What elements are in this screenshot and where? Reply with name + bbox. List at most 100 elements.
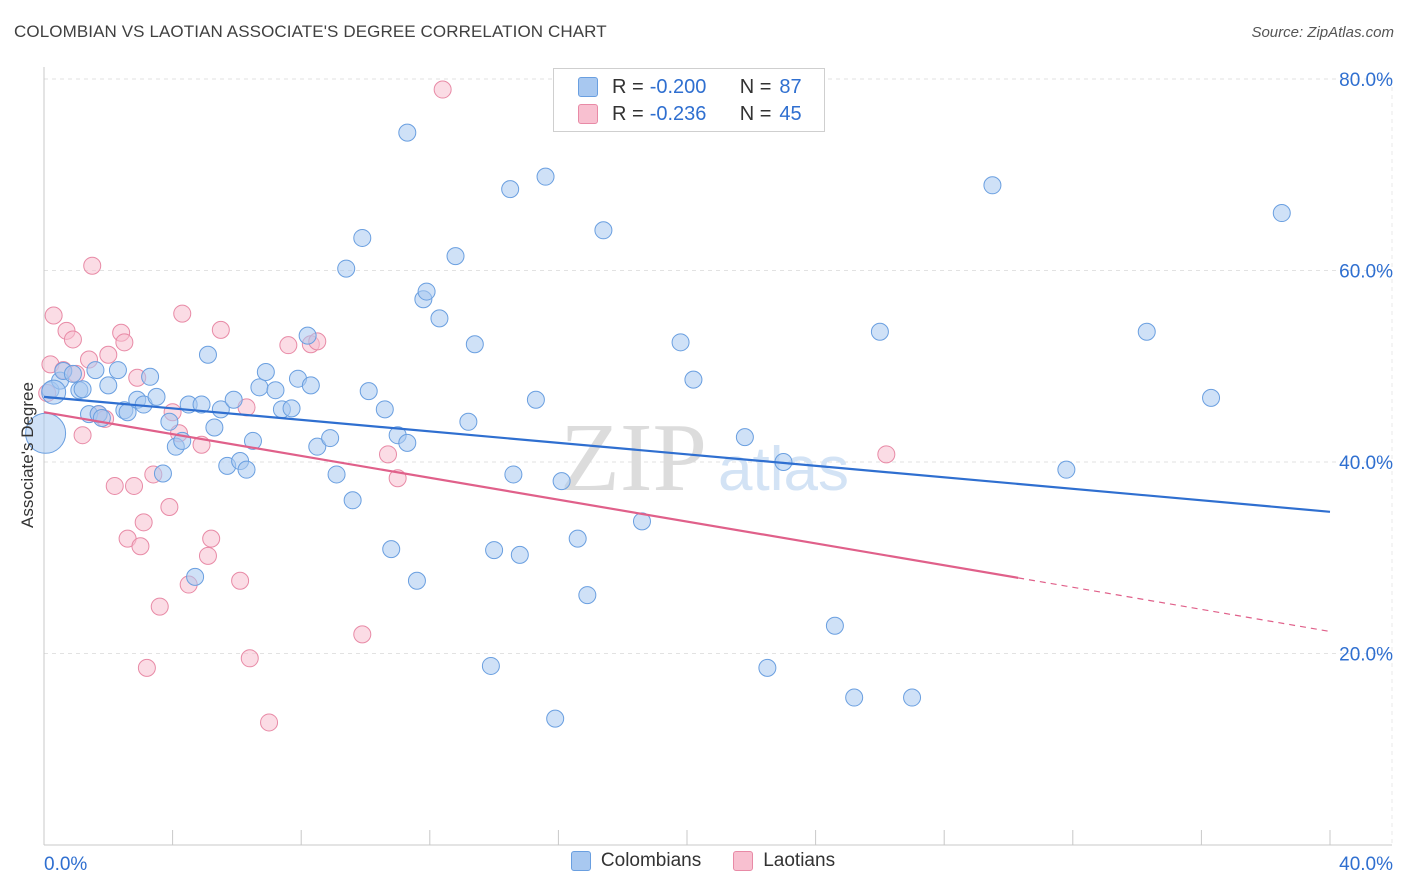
colombian-point	[359, 382, 378, 401]
colombian-point	[684, 370, 703, 389]
colombian-point	[568, 529, 587, 548]
laotian-trend-extension	[1018, 577, 1331, 633]
colombian-point	[205, 418, 224, 437]
bottom-legend-label-laotians: Laotians	[763, 850, 836, 871]
colombian-point	[446, 247, 465, 266]
laotian-points	[38, 80, 896, 732]
colombian-point	[1272, 204, 1291, 223]
colombian-point	[398, 123, 417, 142]
colombian-point	[594, 221, 613, 240]
colombian-point	[301, 376, 320, 395]
colombian-point	[501, 180, 520, 199]
colombian-point	[430, 309, 449, 328]
colombian-point	[417, 282, 436, 301]
colombian-point	[224, 390, 243, 409]
colombian-point	[282, 399, 301, 418]
legend-row-colombians: R = -0.200 N = 87	[578, 74, 802, 100]
legend-n-value: 45	[779, 102, 802, 125]
y-tick-label: 20.0%	[1339, 645, 1393, 666]
colombian-point	[308, 437, 327, 456]
laotian-point	[131, 537, 150, 556]
laotian-point	[877, 445, 896, 464]
colombian-point	[578, 586, 597, 605]
colombian-point	[481, 656, 500, 675]
laotian-point	[73, 426, 92, 445]
colombian-point	[983, 176, 1002, 195]
colombian-point	[510, 545, 529, 564]
x-tick-label: 40.0%	[1339, 854, 1393, 875]
colombian-point	[375, 400, 394, 419]
colombian-point	[153, 464, 172, 483]
legend-n-label: N =	[739, 75, 772, 98]
colombian-point	[845, 688, 864, 707]
colombian-point	[343, 491, 362, 510]
colombian-point	[266, 381, 285, 400]
colombian-point	[903, 688, 922, 707]
laotian-point	[83, 256, 102, 275]
laotian-point	[173, 304, 192, 323]
axes	[43, 67, 1392, 846]
legend-swatch-laotians	[578, 104, 598, 124]
colombian-point	[298, 326, 317, 345]
colombian-point	[353, 228, 372, 247]
bottom-legend-label-colombians: Colombians	[600, 850, 702, 871]
laotian-point	[198, 546, 217, 565]
colombian-point	[1137, 322, 1156, 341]
laotian-point	[105, 476, 124, 495]
colombian-point	[237, 460, 256, 479]
bottom-legend-laotians[interactable]: Laotians	[733, 850, 835, 872]
legend-n-value: 87	[779, 75, 802, 98]
y-tick-label: 80.0%	[1339, 70, 1393, 91]
colombian-point	[526, 390, 545, 409]
colombian-point	[1057, 460, 1076, 479]
bottom-legend-colombians[interactable]: Colombians	[570, 850, 702, 872]
legend-box: R = -0.200 N = 87 R = -0.236 N = 45	[553, 68, 825, 132]
legend-n-label: N =	[739, 102, 772, 125]
y-axis-title: Associate's Degree	[18, 382, 37, 528]
x-tick-labels: 0.0% 40.0%	[44, 854, 1393, 875]
colombian-point	[198, 345, 217, 364]
colombian-point	[243, 431, 262, 450]
watermark-zip: ZIP	[560, 404, 707, 512]
y-tick-label: 60.0%	[1339, 262, 1393, 283]
colombian-point	[825, 616, 844, 635]
colombian-point	[160, 412, 179, 431]
laotian-point	[202, 529, 221, 548]
colombian-point	[337, 259, 356, 278]
legend-swatch-colombians	[578, 77, 598, 97]
laotian-point	[99, 345, 118, 364]
laotian-point	[433, 80, 452, 99]
laotian-point	[44, 306, 63, 325]
colombian-point	[108, 361, 127, 380]
legend-r-label: R =	[612, 75, 644, 98]
colombian-point	[552, 472, 571, 491]
colombian-point	[192, 395, 211, 414]
colombian-point	[735, 428, 754, 447]
colombian-point	[485, 541, 504, 560]
chart-title: COLOMBIAN VS LAOTIAN ASSOCIATE'S DEGREE …	[14, 22, 607, 41]
bottom-legend: Colombians Laotians	[0, 850, 1406, 872]
laotian-point	[160, 498, 179, 517]
colombian-point	[870, 322, 889, 341]
colombian-point	[250, 378, 269, 397]
colombian-point	[41, 379, 67, 405]
laotian-point	[240, 649, 259, 668]
colombian-point	[407, 571, 426, 590]
legend-r-label: R =	[612, 102, 644, 125]
laotian-point	[134, 513, 153, 532]
colombian-point	[382, 540, 401, 559]
colombian-point	[256, 362, 275, 381]
colombian-points	[25, 123, 1291, 728]
trend-lines	[43, 395, 1331, 633]
colombian-point	[1202, 388, 1221, 407]
colombian-point	[398, 433, 417, 452]
bottom-legend-swatch-laotians	[733, 851, 754, 871]
laotian-point	[63, 330, 82, 349]
laotian-point	[150, 597, 169, 616]
laotian-point	[379, 445, 398, 464]
colombian-point	[504, 465, 523, 484]
laotian-point	[125, 476, 144, 495]
colombian-point	[671, 333, 690, 352]
colombian-point	[465, 335, 484, 354]
